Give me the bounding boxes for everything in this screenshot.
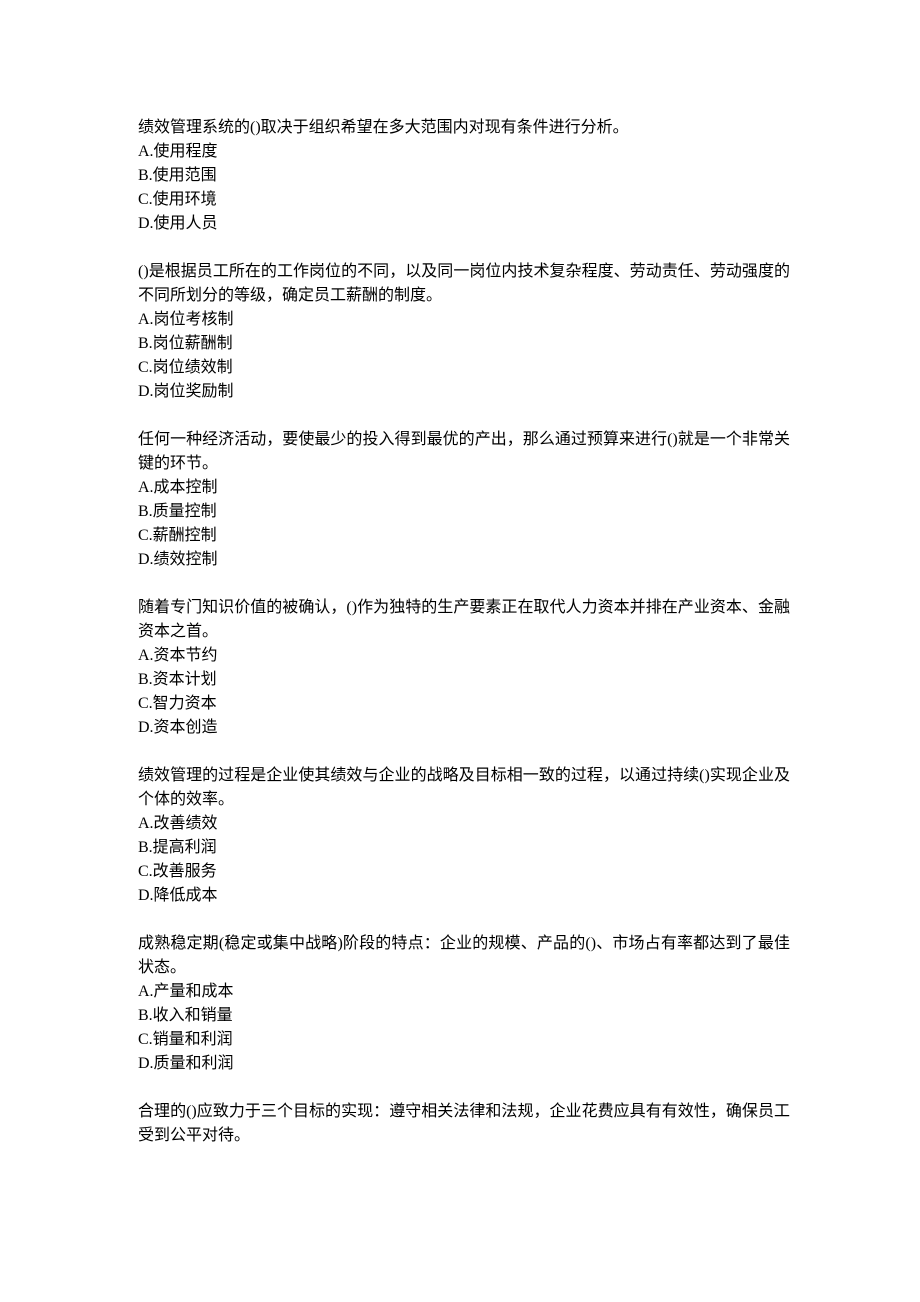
option: C.使用环境 <box>138 188 790 212</box>
option: B.岗位薪酬制 <box>138 332 790 356</box>
option: D.岗位奖励制 <box>138 380 790 404</box>
document-page: 绩效管理系统的()取决于组织希望在多大范围内对现有条件进行分析。A.使用程度B.… <box>0 0 920 1302</box>
option: A.岗位考核制 <box>138 308 790 332</box>
question-block: 成熟稳定期(稳定或集中战略)阶段的特点：企业的规模、产品的()、市场占有率都达到… <box>138 932 790 1076</box>
question-block: 任何一种经济活动，要使最少的投入得到最优的产出，那么通过预算来进行()就是一个非… <box>138 428 790 572</box>
question-text: 绩效管理系统的()取决于组织希望在多大范围内对现有条件进行分析。 <box>138 116 790 140</box>
question-text: 任何一种经济活动，要使最少的投入得到最优的产出，那么通过预算来进行()就是一个非… <box>138 428 790 476</box>
questions-container: 绩效管理系统的()取决于组织希望在多大范围内对现有条件进行分析。A.使用程度B.… <box>138 116 790 1148</box>
option: D.资本创造 <box>138 716 790 740</box>
option: C.岗位绩效制 <box>138 356 790 380</box>
question-block: 合理的()应致力于三个目标的实现：遵守相关法律和法规，企业花费应具有有效性，确保… <box>138 1100 790 1148</box>
question-text: 成熟稳定期(稳定或集中战略)阶段的特点：企业的规模、产品的()、市场占有率都达到… <box>138 932 790 980</box>
option: B.收入和销量 <box>138 1004 790 1028</box>
option: B.使用范围 <box>138 164 790 188</box>
question-text: ()是根据员工所在的工作岗位的不同，以及同一岗位内技术复杂程度、劳动责任、劳动强… <box>138 260 790 308</box>
option: A.资本节约 <box>138 644 790 668</box>
question-block: ()是根据员工所在的工作岗位的不同，以及同一岗位内技术复杂程度、劳动责任、劳动强… <box>138 260 790 404</box>
question-text: 合理的()应致力于三个目标的实现：遵守相关法律和法规，企业花费应具有有效性，确保… <box>138 1100 790 1148</box>
option: C.智力资本 <box>138 692 790 716</box>
question-block: 随着专门知识价值的被确认，()作为独特的生产要素正在取代人力资本并排在产业资本、… <box>138 596 790 740</box>
option: A.改善绩效 <box>138 812 790 836</box>
question-text: 随着专门知识价值的被确认，()作为独特的生产要素正在取代人力资本并排在产业资本、… <box>138 596 790 644</box>
option: C.改善服务 <box>138 860 790 884</box>
option: B.质量控制 <box>138 500 790 524</box>
option: B.提高利润 <box>138 836 790 860</box>
option: D.质量和利润 <box>138 1052 790 1076</box>
option: C.薪酬控制 <box>138 524 790 548</box>
question-block: 绩效管理的过程是企业使其绩效与企业的战略及目标相一致的过程，以通过持续()实现企… <box>138 764 790 908</box>
question-block: 绩效管理系统的()取决于组织希望在多大范围内对现有条件进行分析。A.使用程度B.… <box>138 116 790 236</box>
option: D.使用人员 <box>138 212 790 236</box>
question-text: 绩效管理的过程是企业使其绩效与企业的战略及目标相一致的过程，以通过持续()实现企… <box>138 764 790 812</box>
option: A.成本控制 <box>138 476 790 500</box>
option: B.资本计划 <box>138 668 790 692</box>
option: D.降低成本 <box>138 884 790 908</box>
option: C.销量和利润 <box>138 1028 790 1052</box>
option: A.使用程度 <box>138 140 790 164</box>
option: D.绩效控制 <box>138 548 790 572</box>
option: A.产量和成本 <box>138 980 790 1004</box>
